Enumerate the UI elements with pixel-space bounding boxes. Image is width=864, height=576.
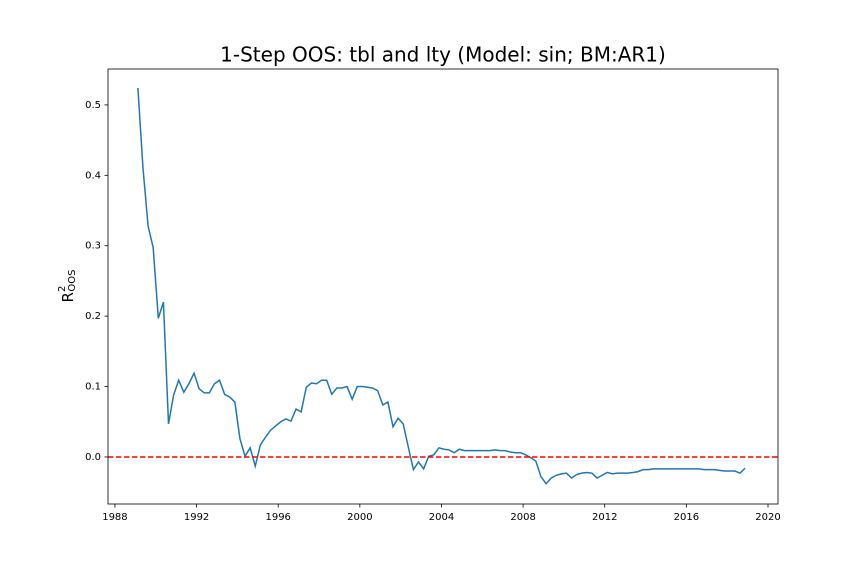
y-tick-label: 0.3 [85,241,101,252]
y-tick-label: 0.4 [85,170,101,181]
y-label-sub: OOS [67,270,78,292]
y-tick-label: 0.2 [85,311,101,322]
y-axis-label: R2OOS [57,270,78,303]
x-tick-label: 2004 [429,512,454,523]
y-tick-label: 0.1 [85,382,101,393]
x-tick-label: 1988 [102,512,127,523]
x-tick-label: 2020 [755,512,780,523]
chart-title: 1-Step OOS: tbl and lty (Model: sin; BM:… [220,43,666,67]
y-label-sup: 2 [57,286,68,292]
x-tick-label: 2000 [347,512,372,523]
x-tick-label: 1992 [184,512,209,523]
x-tick-label: 2016 [674,512,699,523]
x-tick-label: 1996 [265,512,290,523]
y-label-base: R [59,292,77,302]
y-tick-label: 0.5 [85,100,101,111]
y-tick-label: 0.0 [85,452,101,463]
data-line [137,87,746,485]
plot-frame [107,68,779,505]
x-tick-label: 2012 [592,512,617,523]
x-tick-label: 2008 [510,512,535,523]
